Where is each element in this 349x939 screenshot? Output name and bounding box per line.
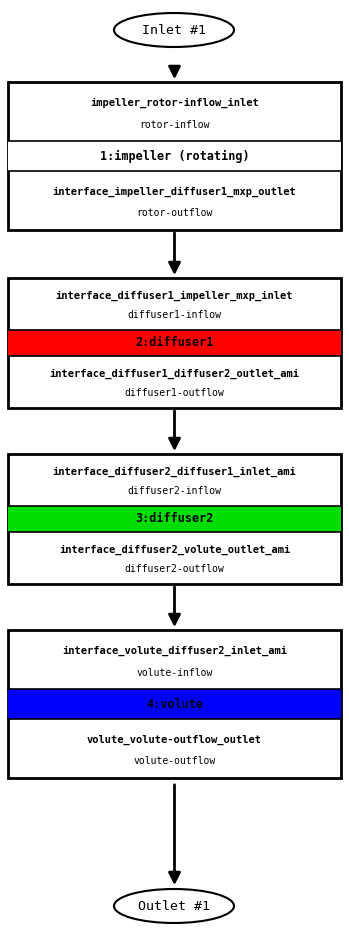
Text: diffuser1-inflow: diffuser1-inflow <box>127 311 222 320</box>
Text: diffuser2-inflow: diffuser2-inflow <box>127 486 222 497</box>
Text: volute_volute-outflow_outlet: volute_volute-outflow_outlet <box>87 734 262 745</box>
Text: diffuser2-outflow: diffuser2-outflow <box>125 564 224 575</box>
Bar <box>8 506 341 532</box>
Text: rotor-outflow: rotor-outflow <box>136 208 213 219</box>
Text: interface_impeller_diffuser1_mxp_outlet: interface_impeller_diffuser1_mxp_outlet <box>53 187 296 196</box>
Text: interface_diffuser1_diffuser2_outlet_ami: interface_diffuser1_diffuser2_outlet_ami <box>50 369 299 379</box>
Bar <box>8 82 341 230</box>
Text: impeller_rotor-inflow_inlet: impeller_rotor-inflow_inlet <box>90 98 259 108</box>
Text: 2:diffuser1: 2:diffuser1 <box>135 336 214 349</box>
Bar <box>8 141 341 171</box>
Bar <box>8 454 341 584</box>
Text: interface_diffuser2_volute_outlet_ami: interface_diffuser2_volute_outlet_ami <box>59 545 290 555</box>
Ellipse shape <box>114 889 234 923</box>
Text: 4:volute: 4:volute <box>146 698 203 711</box>
Text: interface_diffuser1_impeller_mxp_inlet: interface_diffuser1_impeller_mxp_inlet <box>56 291 293 301</box>
Text: interface_diffuser2_diffuser1_inlet_ami: interface_diffuser2_diffuser1_inlet_ami <box>53 467 296 477</box>
Text: Outlet #1: Outlet #1 <box>138 900 210 913</box>
Bar <box>8 689 341 718</box>
Ellipse shape <box>114 13 234 47</box>
Text: 1:impeller (rotating): 1:impeller (rotating) <box>100 149 249 162</box>
Text: 3:diffuser2: 3:diffuser2 <box>135 513 214 526</box>
Text: Inlet #1: Inlet #1 <box>142 23 206 37</box>
Bar <box>8 330 341 356</box>
Bar <box>8 278 341 408</box>
Text: volute-inflow: volute-inflow <box>136 668 213 678</box>
Text: rotor-inflow: rotor-inflow <box>139 119 210 130</box>
Text: diffuser1-outflow: diffuser1-outflow <box>125 389 224 398</box>
Text: interface_volute_diffuser2_inlet_ami: interface_volute_diffuser2_inlet_ami <box>62 646 287 655</box>
Bar <box>8 630 341 778</box>
Text: volute-outflow: volute-outflow <box>133 757 216 766</box>
